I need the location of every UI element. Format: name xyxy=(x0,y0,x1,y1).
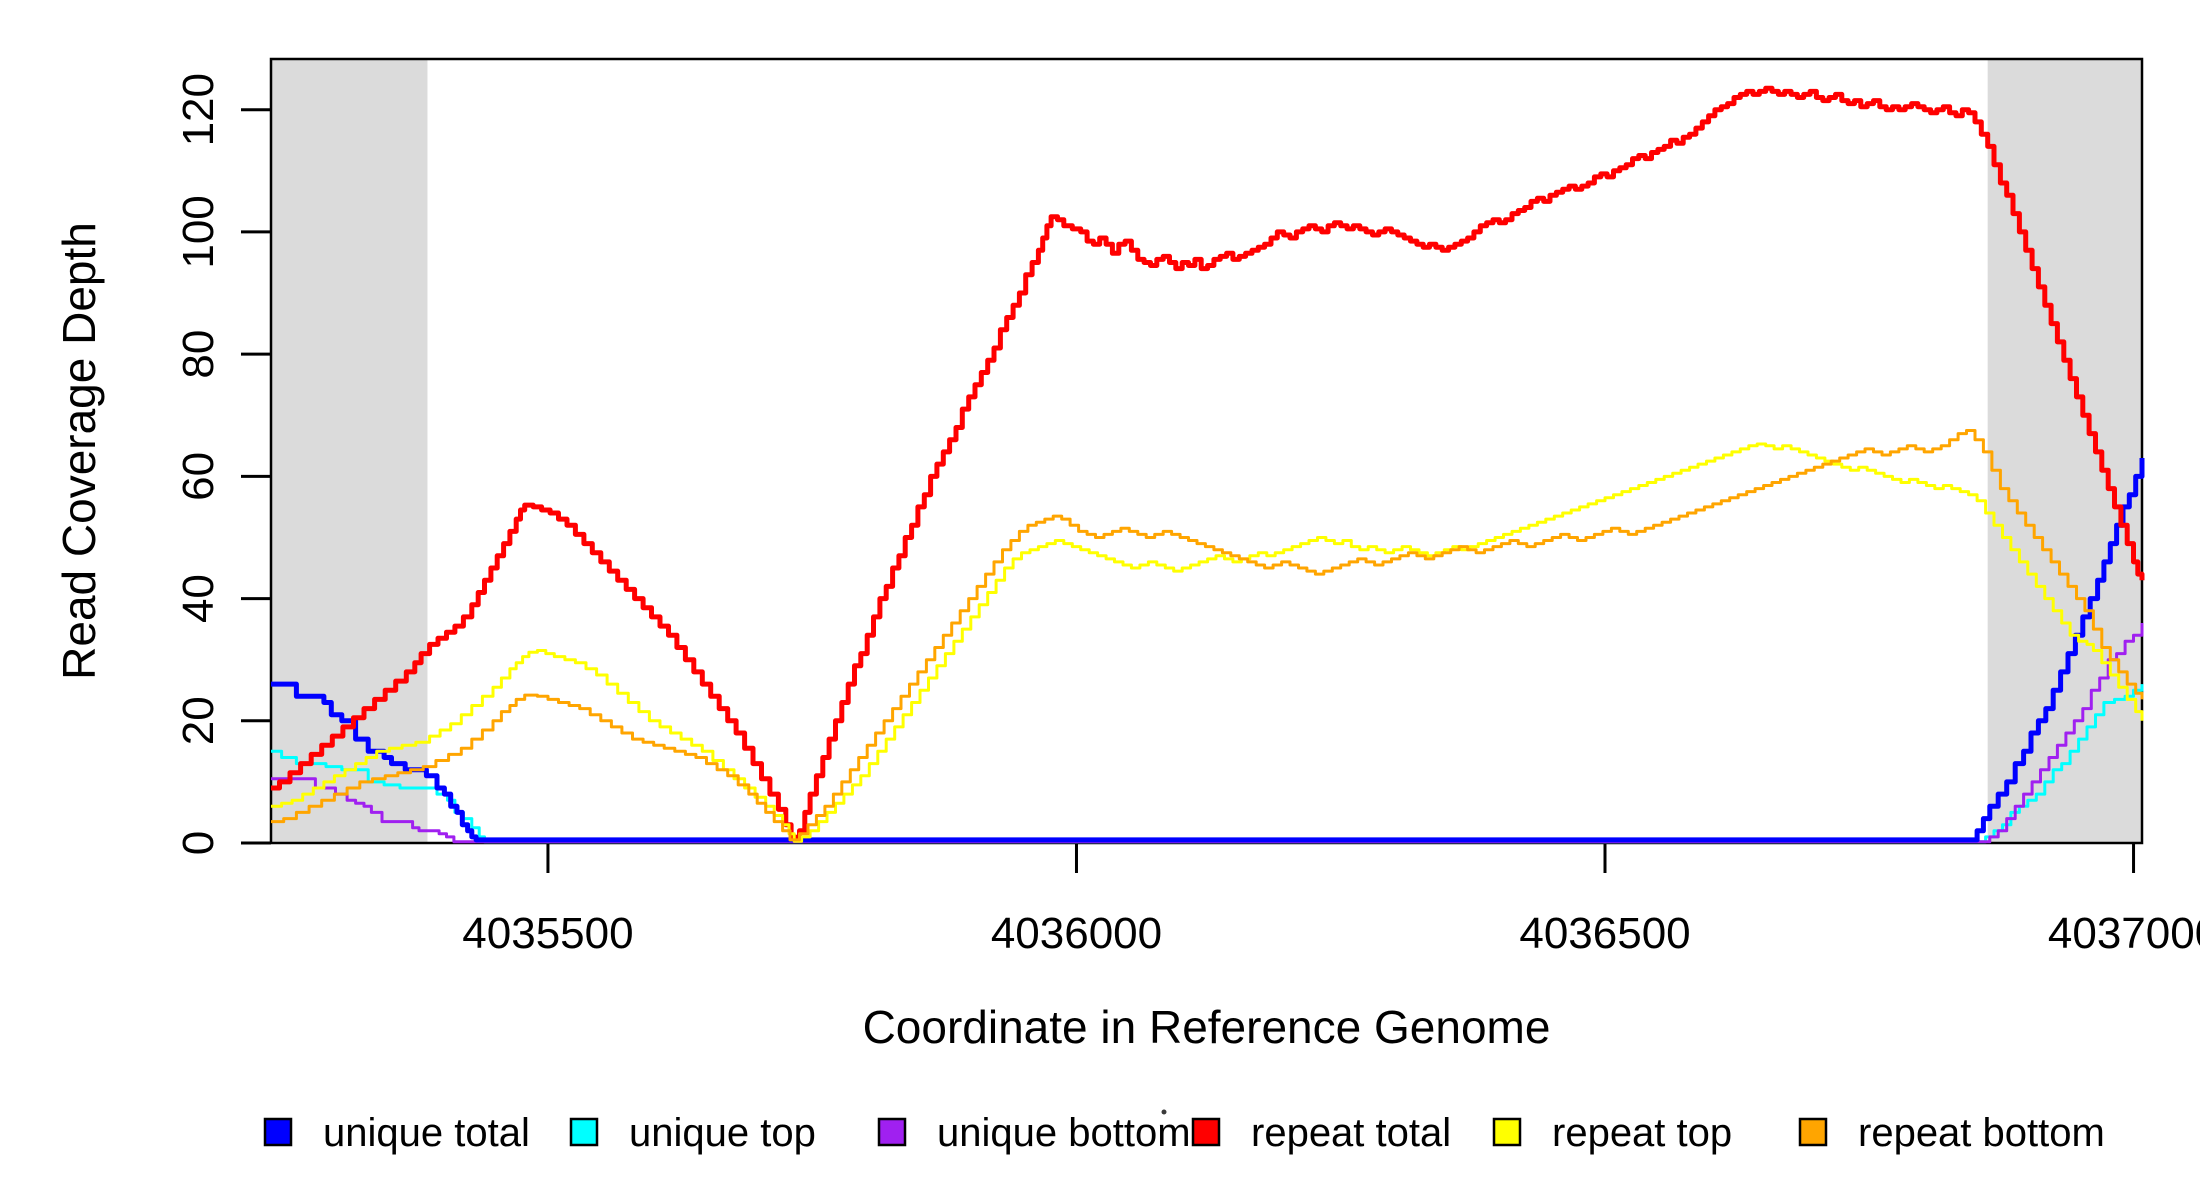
legend-label: repeat total xyxy=(1251,1111,1451,1155)
x-tick-label: 4035500 xyxy=(462,909,633,958)
x-tick-label: 4036000 xyxy=(991,909,1162,958)
series-line-repeat-total xyxy=(271,85,2145,843)
legend-swatch-icon xyxy=(263,1117,293,1147)
legend-item-unique-bottom: unique bottom xyxy=(877,1111,1191,1155)
y-tick-label: 0 xyxy=(174,831,223,855)
legend-label: repeat top xyxy=(1552,1111,1732,1155)
legend-label: unique top xyxy=(629,1111,816,1155)
legend-label: repeat bottom xyxy=(1858,1111,2105,1155)
series-line-repeat-bottom xyxy=(271,429,2144,842)
y-tick-label: 40 xyxy=(174,574,223,623)
series-line-unique-bottom xyxy=(271,623,2144,844)
shaded-region-left-flank xyxy=(271,59,428,843)
y-axis-title: Read Coverage Depth xyxy=(53,222,105,680)
stray-dot-artifact xyxy=(1161,1109,1167,1115)
y-tick-label: 80 xyxy=(174,330,223,379)
series-line-repeat-top xyxy=(271,442,2144,843)
x-tick-label: 4036500 xyxy=(1519,909,1690,958)
series-lines xyxy=(271,85,2145,844)
series-line-unique-total xyxy=(271,458,2145,843)
legend-swatch-icon xyxy=(877,1117,907,1147)
legend-label: unique bottom xyxy=(937,1111,1191,1155)
legend-label: unique total xyxy=(323,1111,530,1155)
shaded-region-right-flank xyxy=(1987,59,2142,843)
y-axis: 0 20 40 60 80 100 120 xyxy=(174,73,271,855)
y-tick-label: 100 xyxy=(174,195,223,268)
legend-swatch-icon xyxy=(1191,1117,1221,1147)
legend: unique total unique top unique bottom repea… xyxy=(263,1111,2105,1155)
legend-swatch-icon xyxy=(569,1117,599,1147)
legend-item-unique-top: unique top xyxy=(569,1111,816,1155)
legend-swatch-icon xyxy=(1798,1117,1828,1147)
legend-item-unique-total: unique total xyxy=(263,1111,530,1155)
legend-swatch-icon xyxy=(1492,1117,1522,1147)
y-tick-label: 60 xyxy=(174,452,223,501)
legend-item-repeat-bottom: repeat bottom xyxy=(1798,1111,2105,1155)
legend-item-repeat-top: repeat top xyxy=(1492,1111,1732,1155)
legend-item-repeat-total: repeat total xyxy=(1191,1111,1451,1155)
y-tick-label: 120 xyxy=(174,73,223,146)
x-axis-title: Coordinate in Reference Genome xyxy=(863,1001,1551,1053)
y-tick-label: 20 xyxy=(174,696,223,745)
